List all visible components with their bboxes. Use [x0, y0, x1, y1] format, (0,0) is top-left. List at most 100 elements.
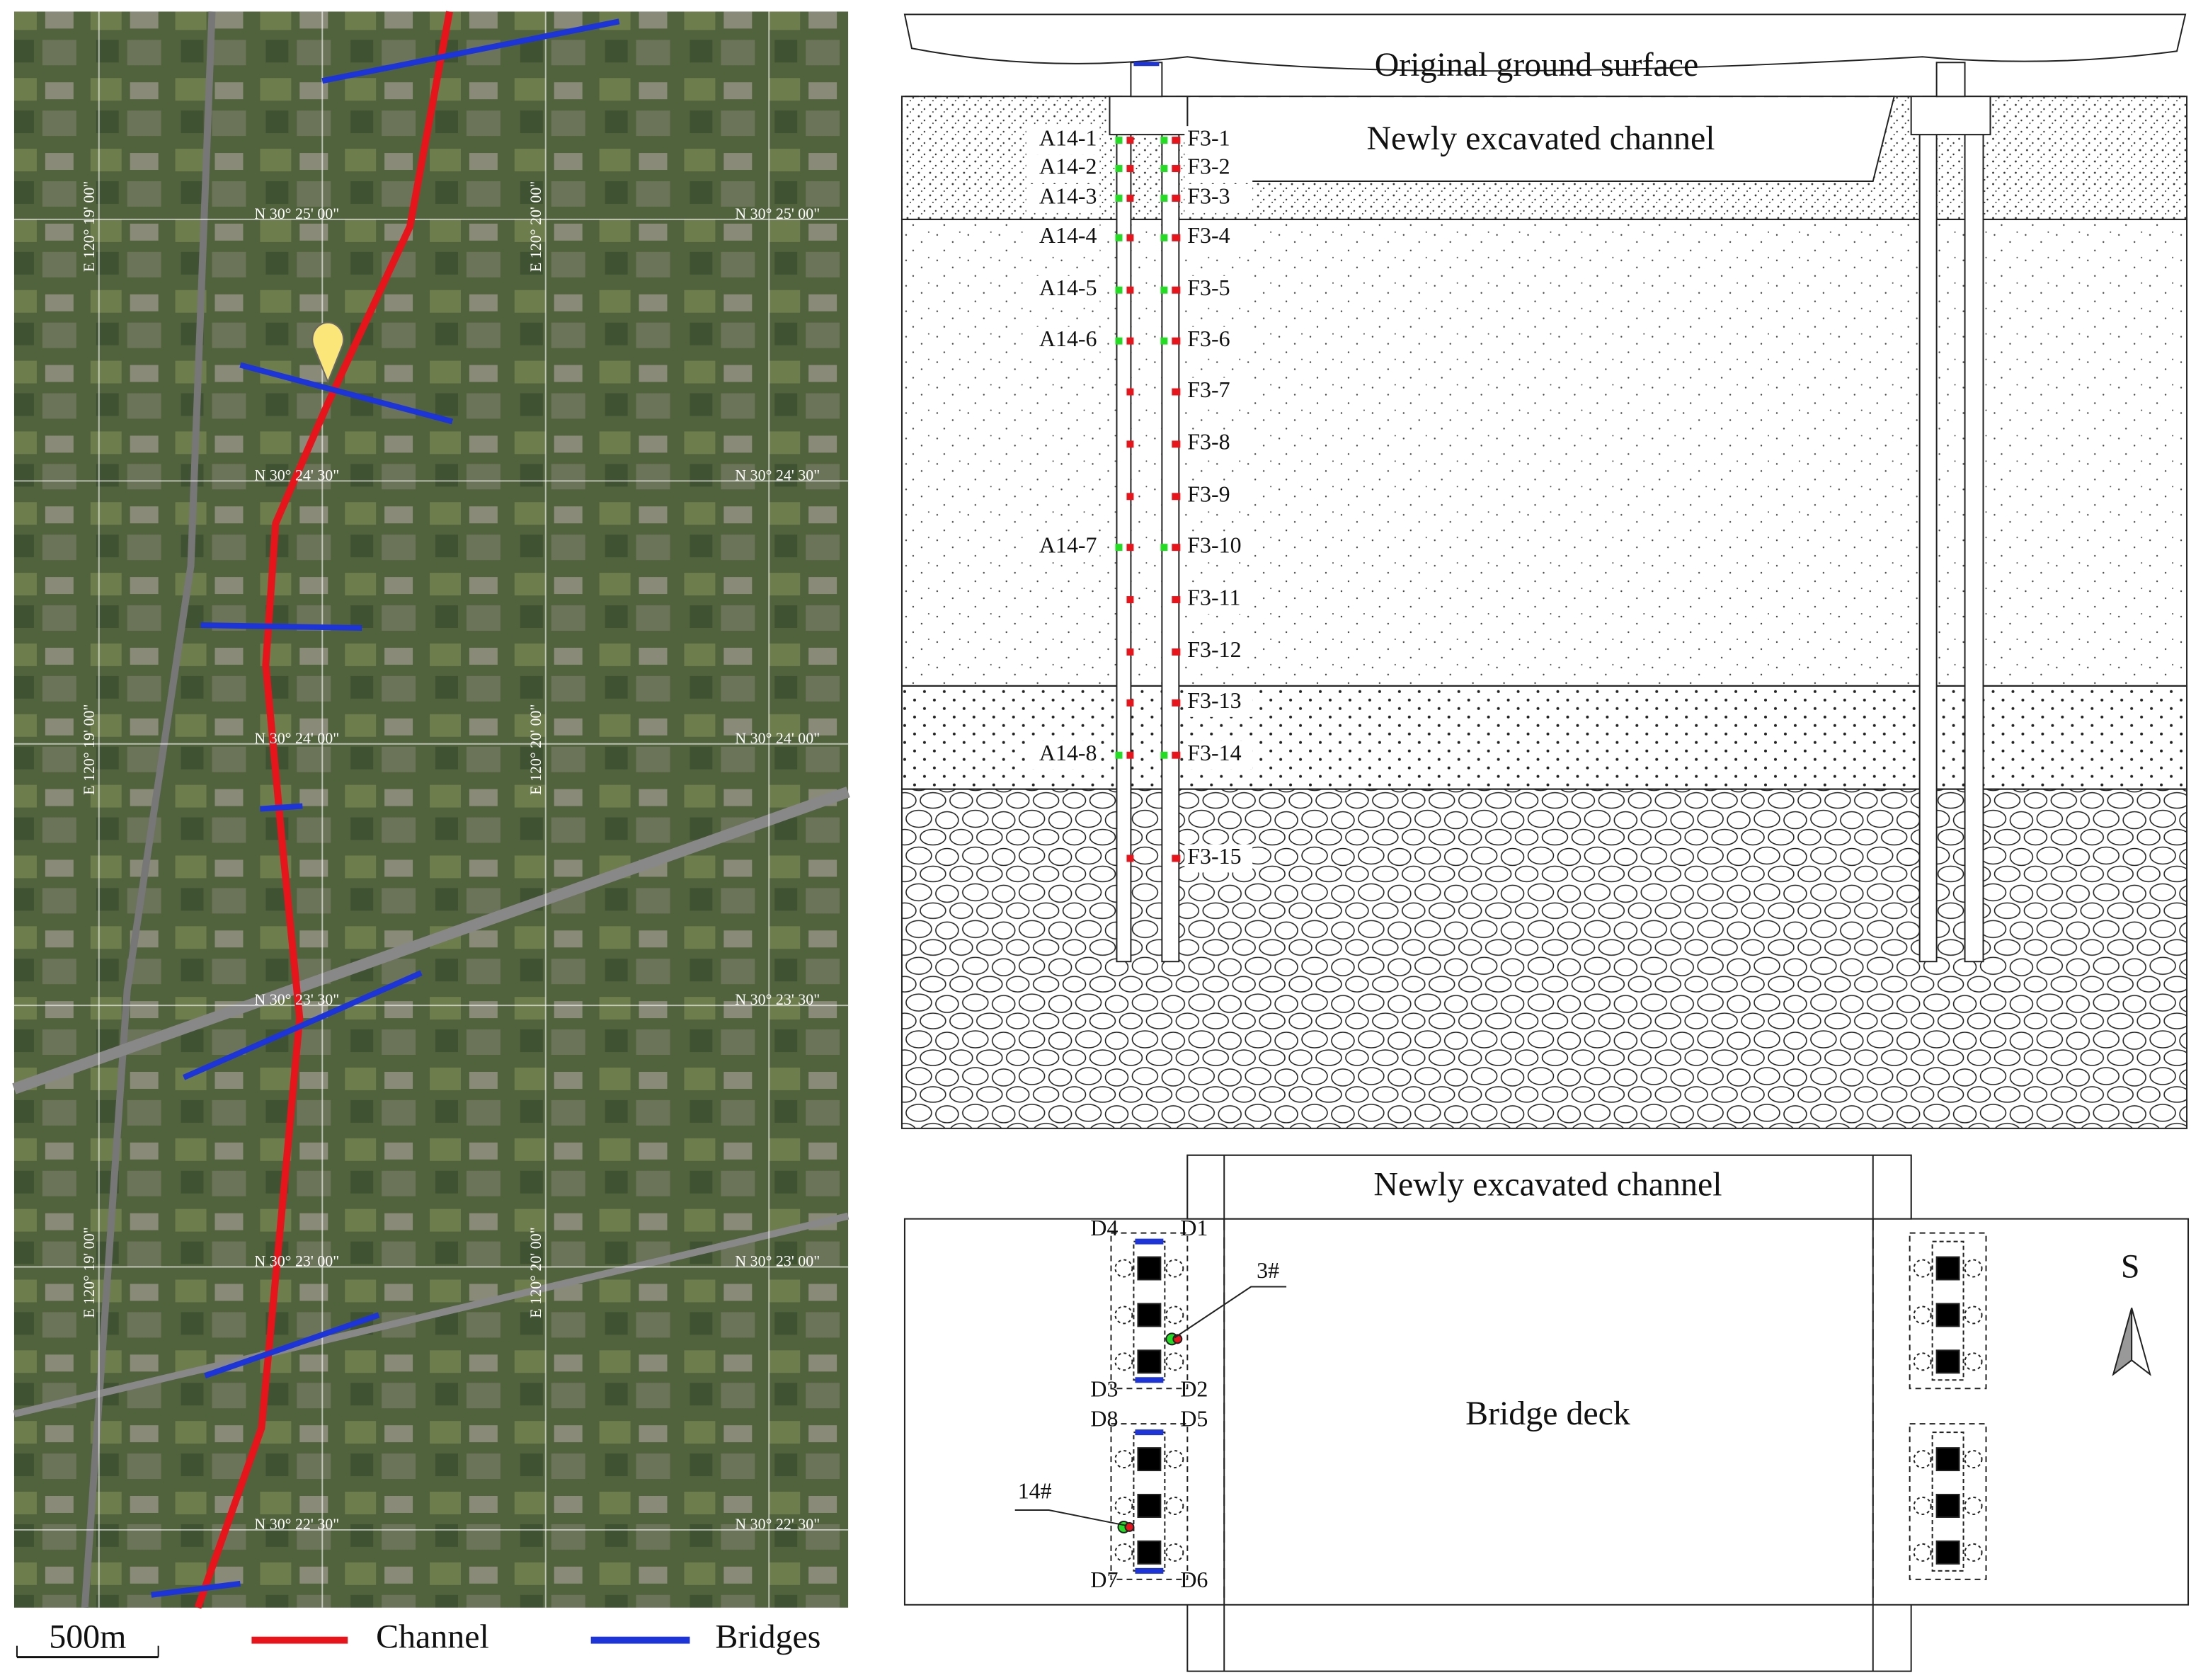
railway [12, 787, 850, 1095]
sensor-red [1126, 699, 1134, 707]
sensor-label: F3-9 [1187, 482, 1230, 507]
map-grid [13, 11, 849, 1608]
label-bg [1026, 326, 1100, 355]
lat-label: N 30° 24' 00" [735, 729, 820, 747]
pile-square [1137, 1447, 1162, 1472]
label-bg [1184, 377, 1253, 406]
lat-label: N 30° 24' 30" [735, 466, 820, 484]
pile-circle [1114, 1497, 1133, 1515]
sensor-red [1172, 648, 1181, 656]
pile [1918, 134, 1938, 963]
pier [1935, 62, 1966, 98]
legend-label: Bridges [715, 1618, 820, 1656]
lat-label: N 30° 25' 00" [254, 205, 339, 222]
label-bg [1184, 223, 1253, 252]
pile [1964, 134, 1984, 963]
sensor-label: F3-7 [1187, 377, 1230, 402]
pile-square [1935, 1447, 1960, 1472]
sensor-label: F3-1 [1187, 125, 1230, 150]
label-bg [1184, 275, 1253, 304]
group-outline [1909, 1232, 1987, 1390]
sensor-green [1160, 337, 1168, 345]
pile-label: 3# [1257, 1258, 1279, 1283]
label-bg [1026, 223, 1100, 252]
bridge-deck-plan [903, 1218, 2190, 1606]
pile-circle [1913, 1450, 1932, 1469]
sensor-label: F3-14 [1187, 741, 1241, 765]
lon-label: E 120° 19' 00" [80, 1227, 98, 1318]
sensor-red [1172, 194, 1181, 202]
sensor-green [1160, 544, 1168, 552]
sensor-red [1172, 855, 1181, 862]
lat-label: N 30° 22' 30" [735, 1515, 820, 1533]
sensor-label: F3-13 [1187, 688, 1241, 713]
lat-label: N 30° 24' 00" [254, 729, 339, 747]
sensor-green [1115, 234, 1123, 241]
pile-square [1935, 1256, 1960, 1281]
pile-sensor [1124, 1521, 1135, 1532]
sensor-red [1172, 751, 1181, 759]
sensor-red [1126, 493, 1134, 501]
pile-circle [1114, 1450, 1133, 1469]
pile-square [1935, 1349, 1960, 1374]
sensor-red [1172, 165, 1181, 173]
sensor-green [1160, 751, 1168, 759]
pile-circle [1165, 1497, 1184, 1515]
sensor-red [1126, 855, 1134, 862]
pile-cap [1109, 96, 1189, 136]
label-bg [1184, 154, 1253, 183]
lat-label: N 30° 23' 00" [735, 1252, 820, 1270]
pile-circle [1114, 1543, 1133, 1562]
sensor-label: F3-5 [1187, 275, 1230, 300]
label-bg [1026, 154, 1100, 183]
section-view: Original ground surface Newly excavated … [900, 13, 2188, 1129]
label-bg [1026, 126, 1100, 155]
pile-square [1935, 1303, 1960, 1327]
point-label: D2 [1180, 1377, 1208, 1402]
pile-circle [1165, 1450, 1184, 1469]
layer-cobble [900, 788, 2188, 1129]
label-bg [1184, 482, 1253, 511]
pile-square [1137, 1256, 1162, 1281]
pile-circle [1964, 1259, 1983, 1278]
pile-square [1137, 1349, 1162, 1374]
lon-label: E 120° 19' 00" [80, 704, 98, 794]
sensor-label: F3-10 [1187, 532, 1241, 557]
lon-label: E 120° 20' 00" [527, 1227, 544, 1318]
plan-view: Newly excavated channel Bridge deck D1 D2… [903, 1154, 2190, 1672]
sensor-green [1160, 286, 1168, 294]
pile-circle [1165, 1543, 1184, 1562]
sensor-green [1115, 194, 1123, 202]
sensor-label: A14-1 [1039, 125, 1097, 150]
label-bg [1026, 741, 1100, 770]
lon-label: E 120° 20' 00" [527, 181, 544, 272]
pile-circle [1964, 1543, 1983, 1562]
sensor-red [1172, 440, 1181, 448]
bridges [151, 18, 620, 1598]
pile-square [1137, 1303, 1162, 1327]
label-bg [1026, 533, 1100, 562]
north-arrow [2131, 1308, 2151, 1376]
sensor-red [1126, 165, 1134, 173]
sensor-red [1126, 596, 1134, 604]
location-pin [311, 321, 345, 384]
lat-label: N 30° 24' 30" [254, 466, 339, 484]
cap-outline [1931, 1240, 1964, 1381]
pile-label: 14# [1018, 1478, 1052, 1503]
channel-top [1186, 1154, 1912, 1220]
lat-label: N 30° 23' 00" [254, 1252, 339, 1270]
sensor-green [1115, 544, 1123, 552]
bridge-deck-section [903, 13, 2187, 72]
sensor-red [1172, 596, 1181, 604]
lat-label: N 30° 22' 30" [254, 1515, 339, 1533]
group-outline [1909, 1423, 1987, 1580]
sensor-red [1126, 440, 1134, 448]
sensor-label: F3-8 [1187, 430, 1230, 455]
sensor-label: A14-4 [1039, 223, 1097, 248]
sensor-red [1172, 286, 1181, 294]
sensor-label: F3-4 [1187, 223, 1230, 248]
sensor-label: A14-7 [1039, 532, 1097, 557]
point-label: D5 [1180, 1407, 1208, 1432]
